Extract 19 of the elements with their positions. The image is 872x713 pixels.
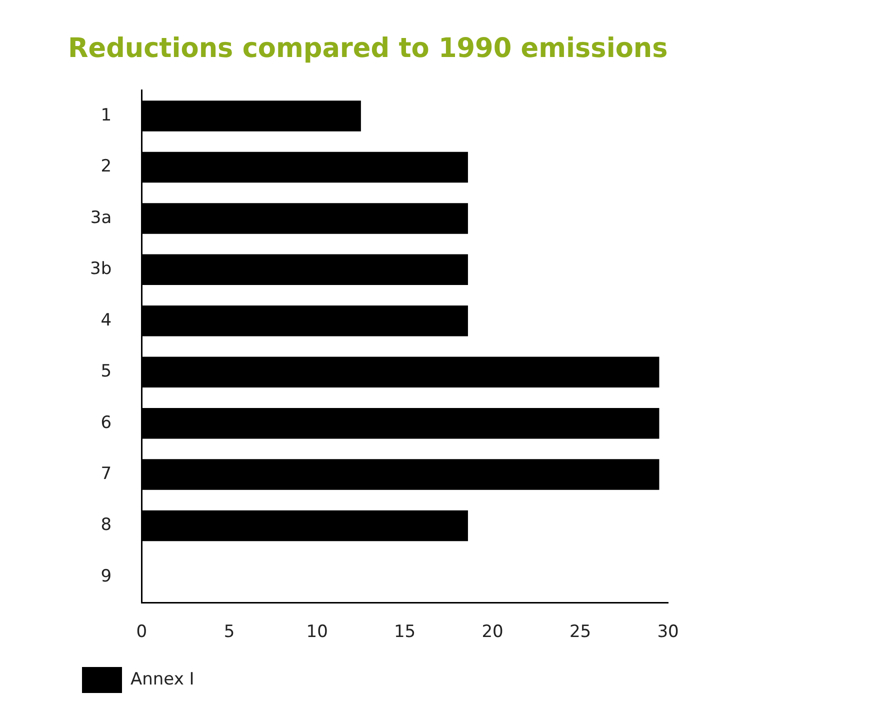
x-tick-label: 25: [569, 622, 592, 642]
legend-label: Annex I: [130, 669, 194, 690]
y-tick-label: 5: [100, 362, 112, 382]
y-tick-label: 7: [100, 464, 112, 484]
y-tick-label: 8: [100, 515, 112, 536]
y-tick-label: 1: [100, 105, 112, 126]
x-tick-label: 20: [482, 622, 504, 642]
y-tick-label: 9: [100, 566, 112, 586]
y-tick-label: 2: [100, 156, 112, 177]
x-tick-label: 5: [224, 622, 235, 642]
x-tick-label: 0: [136, 622, 148, 642]
y-tick-label: 3a: [90, 208, 112, 228]
x-tick-label: 30: [657, 622, 679, 642]
y-tick-label: 4: [100, 310, 112, 330]
x-tick-label: 15: [394, 622, 416, 642]
x-tick-label: 10: [306, 622, 328, 642]
y-tick-label: 6: [100, 412, 112, 433]
y-tick-label: 3b: [90, 259, 112, 280]
chart-title: Reductions compared to 1990 emissions: [68, 32, 668, 64]
